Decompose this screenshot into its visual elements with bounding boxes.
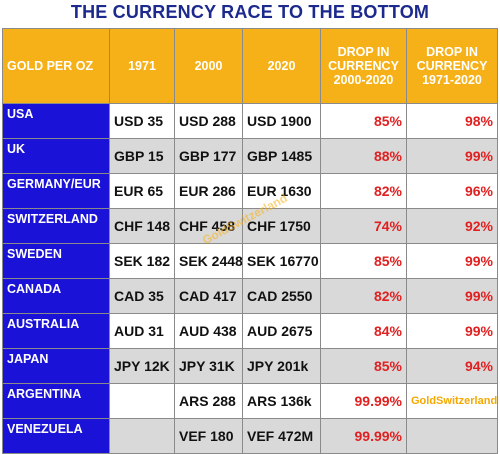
table-row: UK GBP 15 GBP 177 GBP 1485 88% 99% [2, 138, 498, 174]
price-cell: EUR 65 [109, 173, 175, 209]
drop-cell: 84% [320, 313, 407, 349]
price-cell: GBP 15 [109, 138, 175, 174]
country-cell: CANADA [2, 278, 110, 314]
price-cell: CAD 417 [174, 278, 243, 314]
country-cell: GERMANY/EUR [2, 173, 110, 209]
drop-cell: 99% [406, 243, 498, 279]
price-cell: CHF 148 [109, 208, 175, 244]
drop-cell: 88% [320, 138, 407, 174]
page-title: THE CURRENCY RACE TO THE BOTTOM [70, 2, 430, 22]
country-cell: ARGENTINA [2, 383, 110, 419]
table-row: JAPAN JPY 12K JPY 31K JPY 201k 85% 94% [2, 348, 498, 384]
country-cell: SWITZERLAND [2, 208, 110, 244]
country-cell: USA [2, 103, 110, 139]
price-cell: CAD 35 [109, 278, 175, 314]
header-gold-per-oz: GOLD PER OZ [2, 28, 110, 104]
header-row: GOLD PER OZ 1971 2000 2020 DROP IN CURRE… [2, 28, 498, 104]
table-row: SWEDEN SEK 182 SEK 2448 SEK 16770 85% 99% [2, 243, 498, 279]
price-cell: CHF 458 [174, 208, 243, 244]
drop-cell: 85% [320, 348, 407, 384]
price-cell: USD 35 [109, 103, 175, 139]
table-row: USA USD 35 USD 288 USD 1900 85% 98% [2, 103, 498, 139]
price-cell: SEK 16770 [242, 243, 321, 279]
table-row: GERMANY/EUR EUR 65 EUR 286 EUR 1630 82% 96% [2, 173, 498, 209]
price-cell: AUD 31 [109, 313, 175, 349]
country-cell: UK [2, 138, 110, 174]
drop-cell: 99% [406, 313, 498, 349]
brand-cell: GoldSwitzerland [406, 383, 498, 419]
header-drop-1971-2020: DROP IN CURRENCY 1971-2020 [406, 28, 498, 104]
drop-cell: 99.99% [320, 383, 407, 419]
price-cell: USD 1900 [242, 103, 321, 139]
drop-cell: 74% [320, 208, 407, 244]
drop-cell: 99% [406, 138, 498, 174]
price-cell: JPY 31K [174, 348, 243, 384]
price-cell: ARS 288 [174, 383, 243, 419]
drop-cell: 96% [406, 173, 498, 209]
drop-cell: 85% [320, 103, 407, 139]
price-cell: CHF 1750 [242, 208, 321, 244]
price-cell: GBP 1485 [242, 138, 321, 174]
drop-cell: 99% [406, 278, 498, 314]
table-row: CANADA CAD 35 CAD 417 CAD 2550 82% 99% [2, 278, 498, 314]
price-cell: CAD 2550 [242, 278, 321, 314]
drop-cell: 92% [406, 208, 498, 244]
header-2000: 2000 [174, 28, 243, 104]
price-cell: SEK 182 [109, 243, 175, 279]
header-drop-2000-2020: DROP IN CURRENCY 2000-2020 [320, 28, 407, 104]
drop-cell: 94% [406, 348, 498, 384]
table-row: SWITZERLAND CHF 148 CHF 458 CHF 1750 74% 92% [2, 208, 498, 244]
table-row: ARGENTINA ARS 288 ARS 136k 99.99% GoldSwitze… [2, 383, 498, 419]
table-row: AUSTRALIA AUD 31 AUD 438 AUD 2675 84% 99% [2, 313, 498, 349]
header-1971: 1971 [109, 28, 175, 104]
drop-cell: 82% [320, 278, 407, 314]
price-cell: ARS 136k [242, 383, 321, 419]
country-cell: JAPAN [2, 348, 110, 384]
drop-cell: 85% [320, 243, 407, 279]
drop-cell: 82% [320, 173, 407, 209]
currency-table: GOLD PER OZ 1971 2000 2020 DROP IN CURRE… [2, 28, 498, 454]
price-cell: JPY 12K [109, 348, 175, 384]
price-cell: SEK 2448 [174, 243, 243, 279]
price-cell [109, 383, 175, 419]
price-cell: EUR 286 [174, 173, 243, 209]
price-cell: AUD 438 [174, 313, 243, 349]
price-cell: USD 288 [174, 103, 243, 139]
country-cell: SWEDEN [2, 243, 110, 279]
price-cell: EUR 1630 [242, 173, 321, 209]
drop-cell: 98% [406, 103, 498, 139]
price-cell: JPY 201k [242, 348, 321, 384]
price-cell: GBP 177 [174, 138, 243, 174]
country-cell: AUSTRALIA [2, 313, 110, 349]
header-2020: 2020 [242, 28, 321, 104]
price-cell: AUD 2675 [242, 313, 321, 349]
